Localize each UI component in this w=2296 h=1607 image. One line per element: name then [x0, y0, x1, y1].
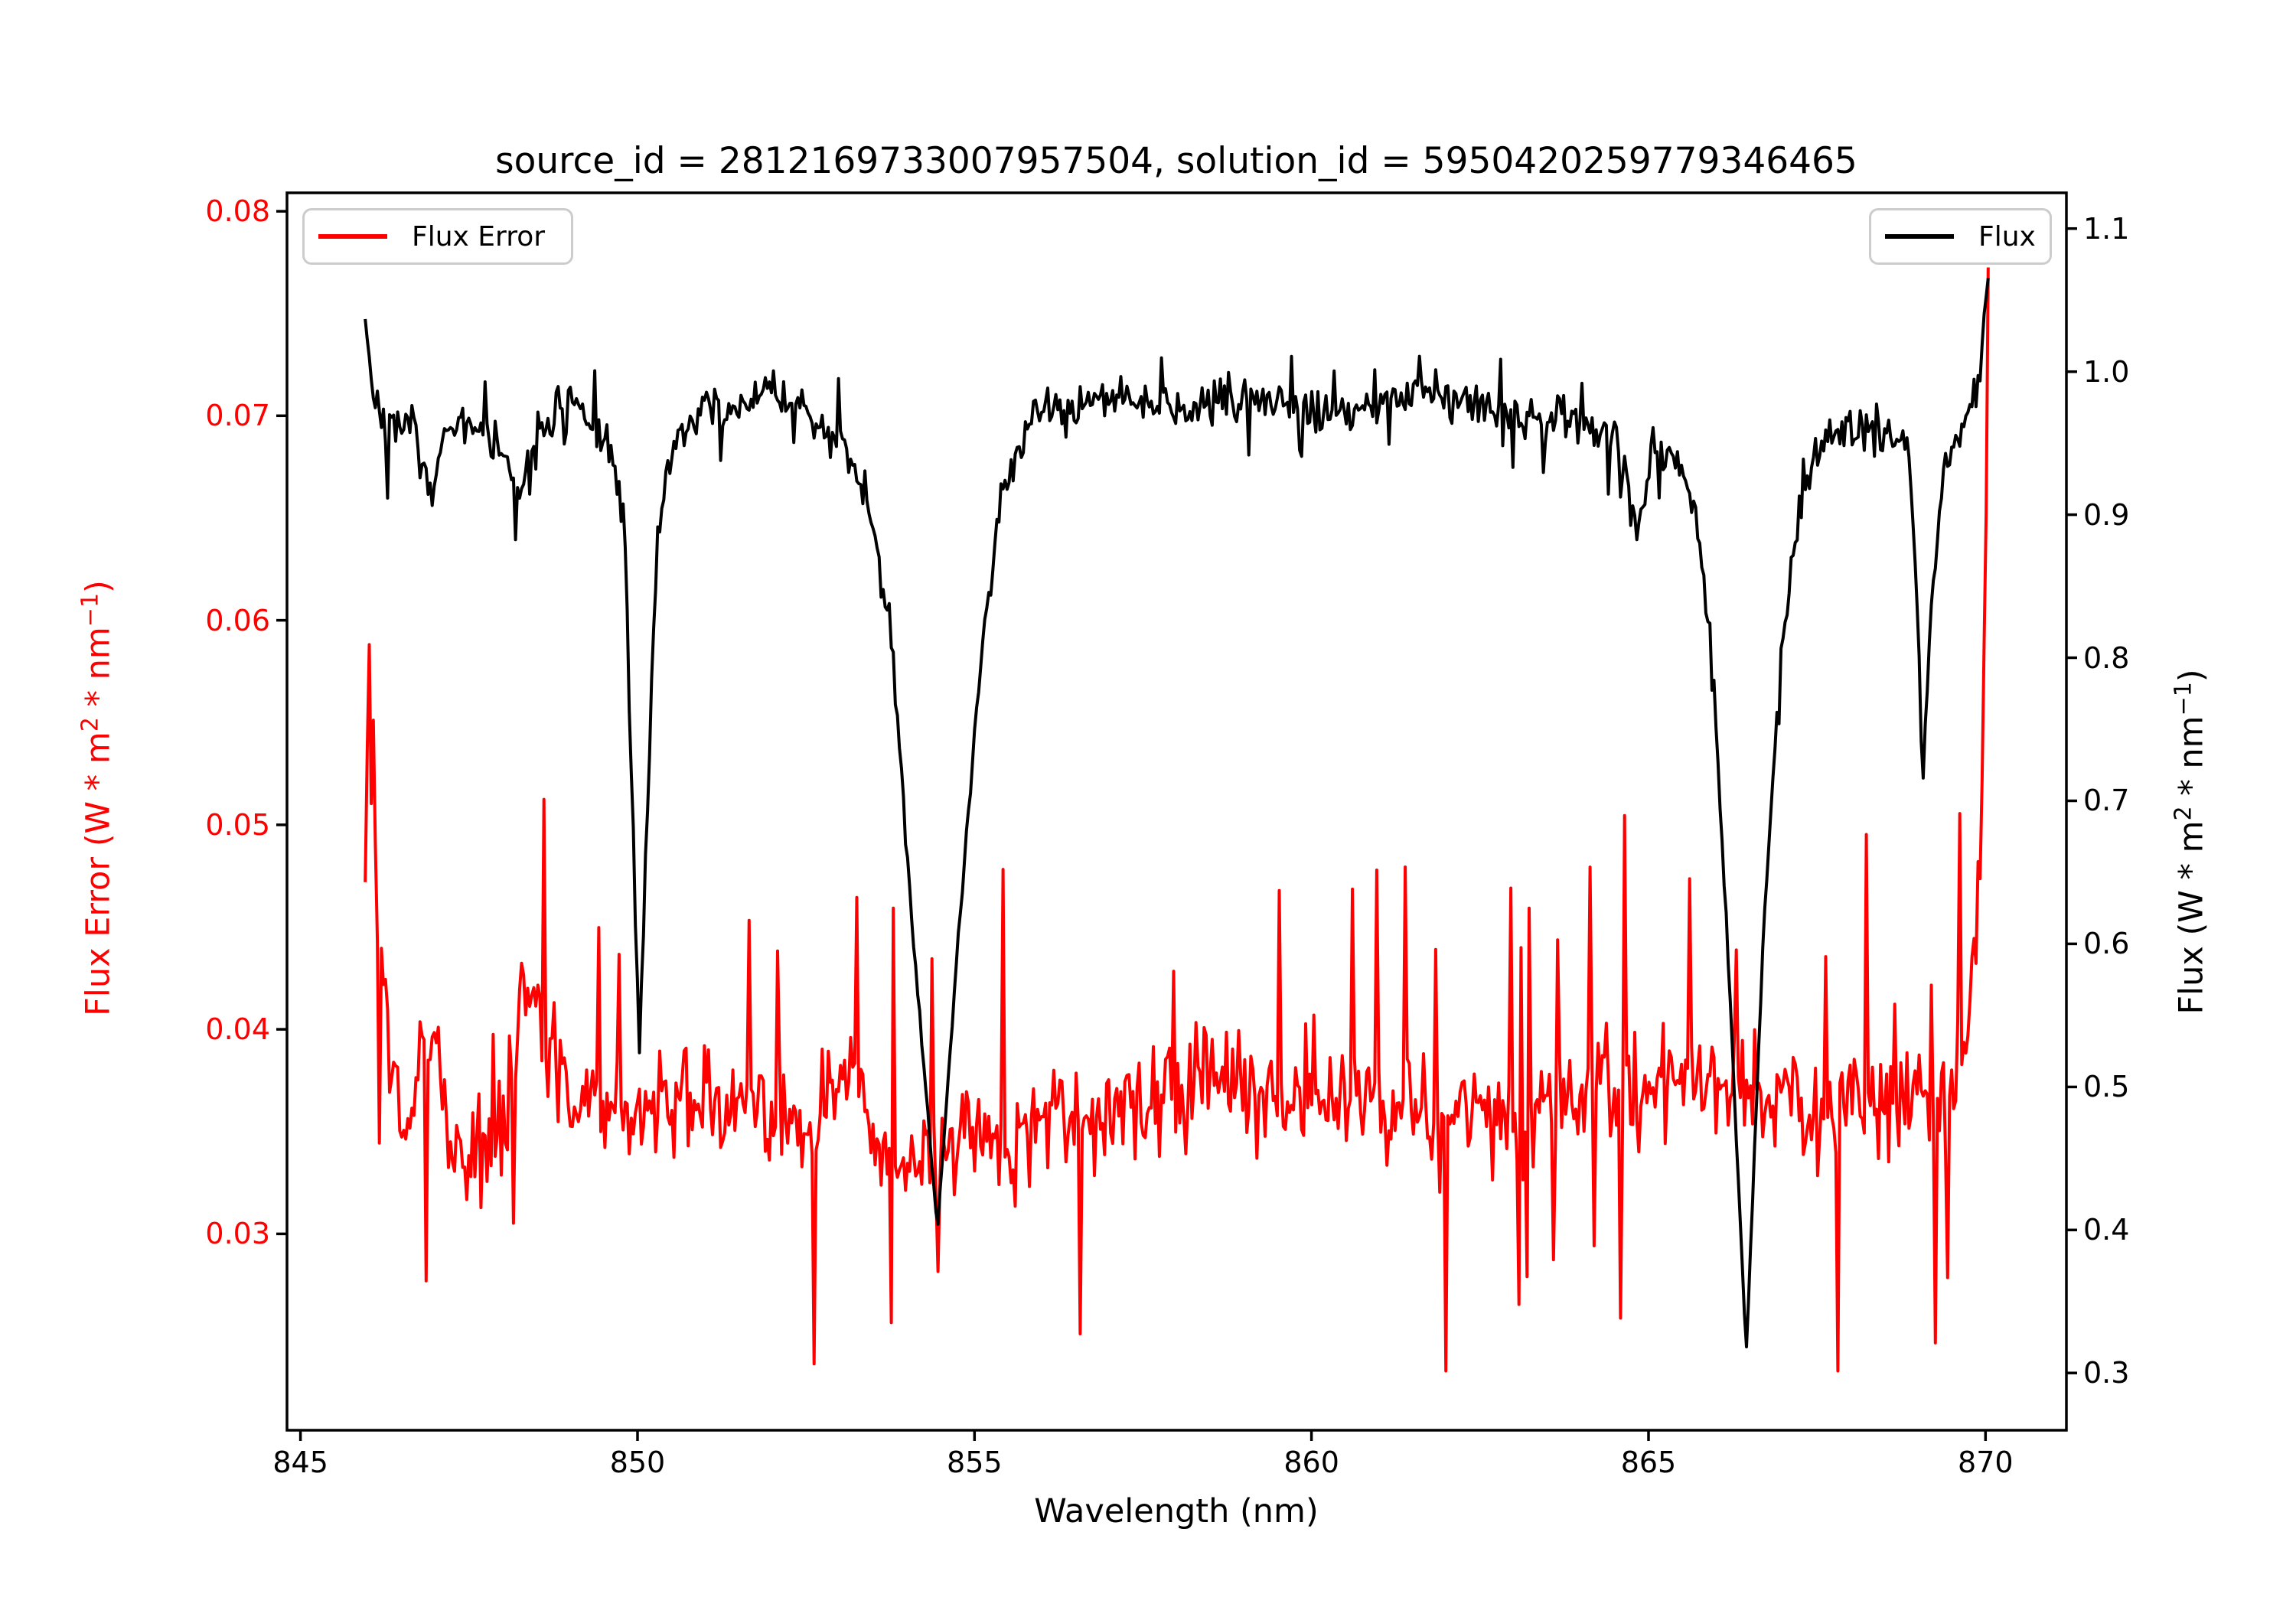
left-axis-label: Flux Error (W * m2 * nm−1) [77, 580, 117, 1016]
x-axis-label: Wavelength (nm) [1034, 1492, 1319, 1530]
legend-flux-label: Flux [1978, 220, 2036, 253]
right-y-tick-label: 0.5 [2083, 1070, 2130, 1104]
legend-flux: Flux [1869, 208, 2052, 265]
left-y-tick-label: 0.08 [205, 194, 270, 229]
right-y-tick-label: 0.3 [2083, 1356, 2130, 1390]
right-axis-label-text3: ) [2172, 669, 2211, 683]
x-tick-label: 870 [1958, 1446, 2014, 1479]
x-tick-label: 855 [947, 1446, 1003, 1479]
left-axis-label-text2: * nm [79, 627, 118, 718]
left-axis-label-text: Flux Error (W * m [79, 732, 118, 1016]
flux-error-line-sample [318, 234, 387, 239]
right-axis-label-sup1: 2 [2170, 806, 2197, 821]
left-y-tick-label: 0.06 [205, 603, 270, 637]
left-y-tick-label: 0.07 [205, 399, 270, 433]
x-tick-label: 860 [1283, 1446, 1339, 1479]
x-tick-label: 845 [272, 1446, 328, 1479]
right-y-tick-label: 0.9 [2083, 497, 2130, 532]
x-tick-label: 850 [609, 1446, 666, 1479]
right-y-tick-label: 1.1 [2083, 211, 2130, 246]
chart-title: source_id = 2812169733007957504, solutio… [495, 140, 1857, 182]
right-axis-label: Flux (W * m2 * nm−1) [2170, 669, 2210, 1014]
left-y-tick-label: 0.05 [205, 807, 270, 842]
left-y-tick-label: 0.03 [205, 1217, 270, 1251]
right-y-tick-label: 0.6 [2083, 927, 2130, 961]
legend-flux-error: Flux Error [302, 208, 573, 265]
right-y-tick-label: 0.8 [2083, 641, 2130, 675]
right-axis-label-text2: * nm [2172, 715, 2211, 807]
left-axis-label-sup1: 2 [77, 717, 104, 732]
x-tick-label: 865 [1620, 1446, 1677, 1479]
flux-line-sample [1885, 234, 1954, 239]
right-y-tick-label: 0.7 [2083, 784, 2130, 818]
left-y-tick-label: 0.04 [205, 1012, 270, 1047]
right-axis-label-text: Flux (W * m [2172, 820, 2211, 1015]
legend-flux-error-label: Flux Error [412, 220, 546, 253]
series-flux-error [364, 267, 1990, 1373]
right-axis-label-sup2: −1 [2170, 682, 2197, 716]
left-axis-label-sup2: −1 [77, 592, 104, 627]
right-y-tick-label: 0.4 [2083, 1213, 2130, 1247]
right-y-tick-label: 1.0 [2083, 354, 2130, 389]
left-axis-label-text3: ) [79, 580, 118, 593]
axes-frame [285, 191, 2068, 1432]
series-flux [364, 278, 1990, 1348]
